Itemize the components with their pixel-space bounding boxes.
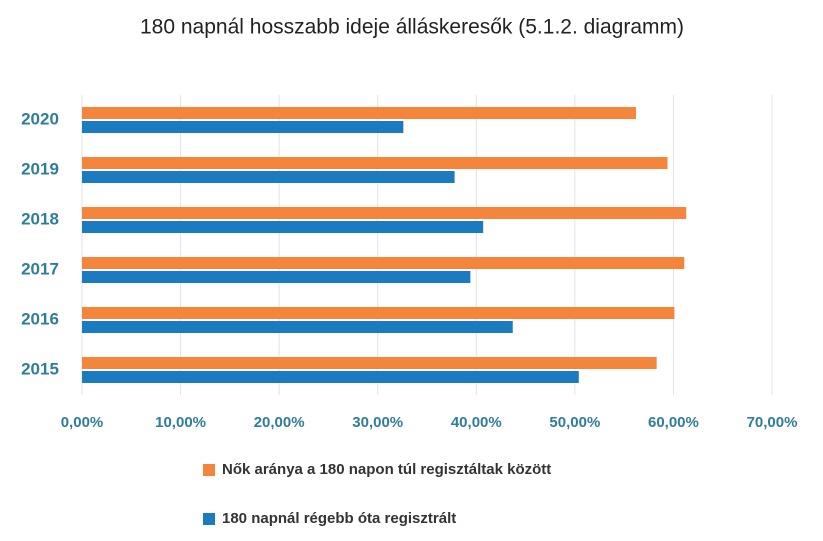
bar — [82, 157, 668, 169]
bar — [82, 321, 513, 333]
x-tick-label: 20,00% — [254, 414, 305, 431]
legend-swatch — [203, 464, 215, 476]
bar — [82, 307, 675, 319]
x-tick-label: 50,00% — [549, 414, 600, 431]
bar — [82, 171, 455, 183]
y-tick-label: 2020 — [21, 109, 59, 128]
legend-label: Nők aránya a 180 napon túl regisztáltak … — [222, 461, 551, 478]
x-tick-label: 70,00% — [747, 414, 798, 431]
x-tick-label: 30,00% — [352, 414, 403, 431]
y-tick-label: 2017 — [21, 259, 59, 278]
bar — [82, 121, 404, 133]
x-tick-label: 10,00% — [155, 414, 206, 431]
bar — [82, 271, 471, 283]
legend-label: 180 napnál régebb óta regisztrált — [222, 510, 456, 527]
x-tick-label: 40,00% — [451, 414, 502, 431]
y-tick-label: 2016 — [21, 309, 59, 328]
bar — [82, 357, 657, 369]
y-tick-label: 2018 — [21, 209, 59, 228]
bar — [82, 257, 685, 269]
y-tick-label: 2019 — [21, 159, 59, 178]
x-tick-label: 60,00% — [648, 414, 699, 431]
bar — [82, 221, 484, 233]
bar — [82, 207, 687, 219]
y-tick-label: 2015 — [21, 359, 59, 378]
chart-title: 180 napnál hosszabb ideje álláskeresők (… — [140, 16, 684, 39]
bar — [82, 371, 579, 383]
legend-swatch — [203, 513, 215, 525]
x-tick-label: 0,00% — [61, 414, 104, 431]
bar — [82, 107, 636, 119]
